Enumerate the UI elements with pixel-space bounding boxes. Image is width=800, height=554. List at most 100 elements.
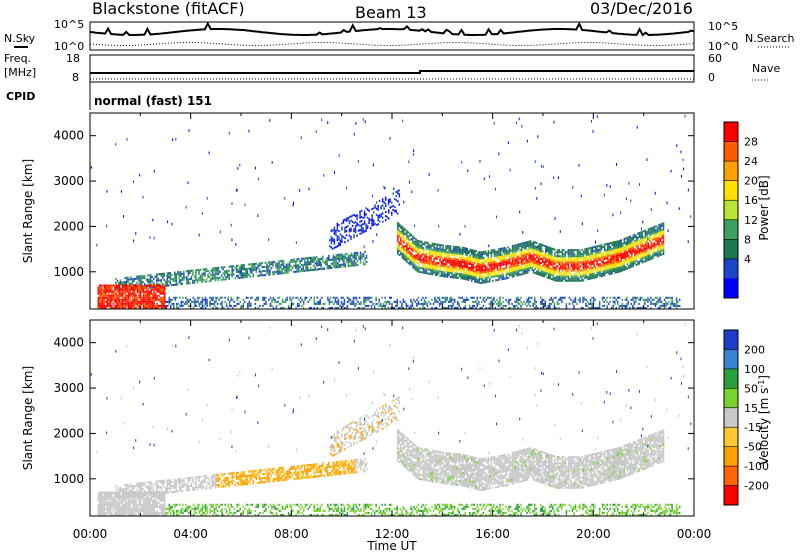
power-cell	[498, 248, 500, 251]
power-cell	[631, 237, 633, 240]
power-cell	[417, 300, 420, 303]
power-cell	[164, 284, 167, 287]
power-cell	[466, 254, 469, 257]
power-cell	[397, 228, 399, 231]
power-cell	[138, 288, 140, 291]
power-cell	[240, 276, 243, 279]
power-cell	[626, 242, 629, 245]
power-cell	[596, 251, 598, 254]
power-cell	[449, 249, 452, 252]
power-cell	[422, 271, 425, 274]
power-cell	[300, 263, 303, 266]
power-cell	[156, 296, 158, 299]
power-cell	[585, 302, 587, 305]
power-cell	[204, 274, 206, 277]
power-cell	[650, 241, 653, 244]
power-cell	[135, 298, 137, 301]
power-cell	[488, 302, 491, 305]
power-cell	[490, 251, 493, 254]
power-cell	[520, 260, 523, 264]
power-cell	[658, 244, 660, 247]
power-cell	[190, 269, 193, 272]
power-cell	[635, 237, 638, 240]
power-cell	[117, 294, 119, 297]
power-cell	[344, 265, 347, 268]
power-cell	[643, 260, 645, 263]
power-cell	[647, 254, 650, 257]
power-cell	[454, 274, 456, 277]
power-cell	[563, 255, 565, 258]
power-cell	[346, 252, 348, 255]
power-cell	[380, 213, 382, 216]
power-cell	[540, 262, 542, 265]
power-cell	[649, 258, 651, 261]
power-cell	[425, 296, 427, 299]
power-cell	[425, 259, 428, 262]
power-cell	[612, 257, 615, 260]
power-cell	[540, 270, 542, 273]
power-cell	[600, 248, 603, 251]
power-cell	[551, 255, 553, 258]
power-cell	[597, 251, 600, 254]
power-cell	[350, 227, 352, 230]
power-cell	[526, 298, 528, 301]
power-cell	[461, 300, 463, 303]
power-cell	[120, 304, 122, 307]
power-cell	[638, 250, 641, 253]
power-cell	[275, 304, 278, 307]
power-cell	[412, 264, 414, 267]
power-cell	[594, 260, 597, 263]
power-cell	[204, 298, 207, 301]
power-cell	[249, 269, 252, 272]
power-cell	[581, 275, 583, 278]
power-cell	[240, 264, 243, 267]
power-cell	[566, 263, 568, 266]
power-cell	[585, 249, 588, 252]
power-cell	[258, 264, 261, 267]
power-cell	[290, 269, 292, 272]
power-cell	[661, 237, 663, 240]
power-cell	[353, 254, 356, 257]
power-cell	[442, 262, 444, 265]
power-cell	[627, 300, 630, 303]
power-cell	[154, 296, 157, 299]
power-cell	[430, 248, 432, 251]
power-cell	[363, 245, 365, 248]
power-cell	[359, 259, 362, 262]
power-cell	[526, 249, 529, 252]
power-cell	[508, 266, 511, 269]
power-cell	[632, 236, 635, 239]
power-cell	[489, 259, 491, 262]
power-cell	[512, 304, 515, 307]
power-cell	[623, 242, 626, 245]
power-cell	[137, 277, 140, 280]
power-cell	[154, 294, 157, 297]
power-cell	[287, 267, 289, 270]
power-cell	[495, 215, 497, 219]
power-cell	[484, 277, 487, 280]
power-cell	[145, 294, 148, 297]
power-cell	[281, 306, 284, 309]
power-cell	[510, 272, 512, 275]
power-cell	[605, 267, 607, 270]
noise-bottom-tick-right: 10^0	[708, 40, 738, 53]
power-cell	[407, 262, 410, 265]
power-cell	[438, 304, 441, 307]
power-cell	[490, 261, 493, 264]
power-cell	[650, 247, 653, 250]
power-cell	[358, 296, 361, 299]
power-cell	[464, 265, 467, 268]
power-cell	[358, 255, 360, 258]
power-cell	[320, 267, 323, 270]
power-cell	[466, 247, 469, 250]
power-cell	[287, 263, 289, 266]
power-cell	[475, 272, 478, 275]
power-cell	[109, 306, 112, 309]
power-cell	[442, 264, 444, 268]
power-cell	[421, 246, 423, 249]
power-cell	[129, 304, 131, 307]
power-cell	[572, 251, 574, 254]
power-cell	[517, 269, 520, 273]
power-cell	[197, 298, 199, 301]
power-cell	[669, 302, 672, 305]
